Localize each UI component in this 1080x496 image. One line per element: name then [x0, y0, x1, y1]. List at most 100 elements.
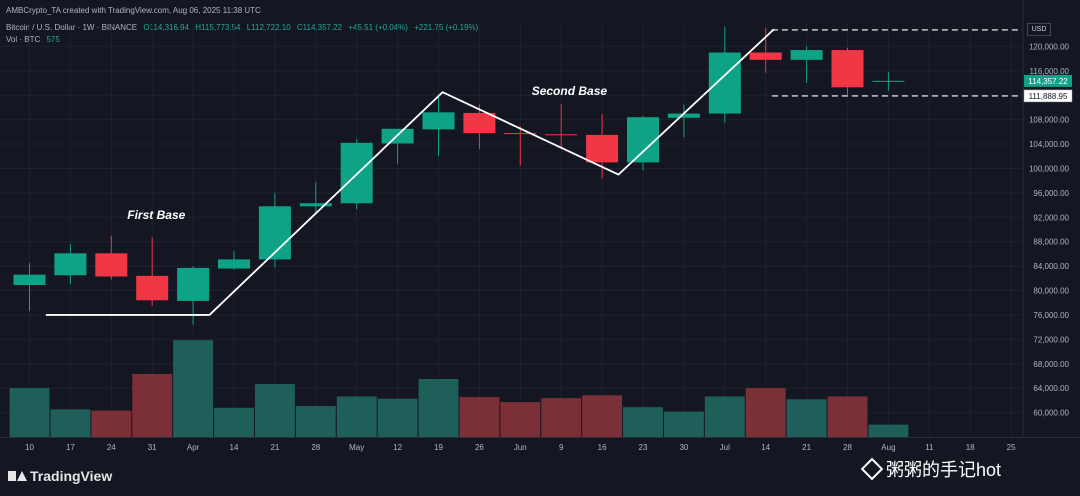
volume-bar [786, 399, 827, 437]
volume-bar [336, 396, 377, 437]
chart-credit: AMBCrypto_TA created with TradingView.co… [6, 6, 261, 15]
price-label-box [1024, 74, 1072, 87]
tradingview-logo: TradingView [8, 468, 112, 484]
candle [299, 181, 332, 213]
volume-bar [418, 378, 459, 437]
x-tick-label: 23 [639, 443, 648, 452]
watermark-text: 粥粥的手记hot [886, 460, 1002, 480]
tradingview-logo-text: TradingView [30, 468, 113, 484]
x-tick-label: 14 [230, 443, 239, 452]
candle [749, 28, 782, 73]
volume-bar [459, 397, 500, 437]
x-tick-label: 28 [843, 443, 852, 452]
ohlc-open: O114,316.94 [143, 23, 190, 32]
volume-bar [663, 411, 704, 437]
y-tick-label: 80,000.00 [1033, 287, 1069, 296]
volume-bar [91, 410, 132, 437]
x-tick-label: 18 [966, 443, 975, 452]
x-tick-label: 10 [25, 443, 34, 452]
candle-body [299, 203, 332, 207]
x-tick-label: 21 [802, 443, 811, 452]
candle-body [463, 112, 496, 134]
volume-bar [582, 395, 623, 437]
candle [258, 192, 291, 268]
x-tick-label: 11 [925, 443, 934, 452]
price-label-text: 114,357.22 [1028, 77, 1068, 86]
ohlc-high: H115,773.54 [195, 23, 241, 32]
x-tick-label: Jul [720, 443, 730, 452]
currency-button[interactable]: USD [1027, 23, 1051, 36]
x-tick-label: 17 [66, 443, 75, 452]
candle-body [504, 133, 537, 135]
candle-body [708, 52, 741, 114]
y-tick-label: 88,000.00 [1033, 238, 1069, 247]
price-label: 114,357.22 [1024, 74, 1072, 87]
candle-body [422, 112, 455, 130]
candle [463, 104, 496, 149]
candle-body [749, 52, 782, 60]
y-tick-label: 76,000.00 [1033, 311, 1069, 320]
x-tick-label: Apr [187, 443, 200, 452]
y-tick-label: 100,000.00 [1029, 164, 1070, 173]
candle-body [872, 80, 905, 82]
volume-bar [541, 398, 582, 437]
x-tick-label: May [349, 443, 364, 452]
volume-bar [868, 424, 909, 437]
volume-bar [214, 407, 254, 437]
candle [95, 235, 128, 280]
candle-body [218, 259, 250, 269]
y-tick-label: 116,000.00 [1030, 67, 1070, 76]
volume-bar [9, 388, 50, 437]
x-tick-label: 31 [148, 443, 157, 452]
candle [667, 104, 700, 138]
x-tick-label: 25 [1007, 443, 1016, 452]
volume-bar [295, 406, 336, 437]
volume-bar [704, 396, 745, 437]
x-tick-label: Jun [514, 443, 527, 452]
symbol-legend: Bitcoin / U.S. Dollar · 1W · BINANCE O11… [6, 23, 482, 32]
y-tick-label: 92,000.00 [1033, 213, 1069, 222]
candle-body [95, 253, 128, 277]
tradingview-logo-icon [8, 471, 27, 481]
volume-bar [500, 402, 541, 437]
y-tick-label: 108,000.00 [1029, 116, 1070, 125]
x-tick-label: 21 [270, 443, 279, 452]
candle-body [545, 134, 578, 136]
y-tick-label: 64,000.00 [1033, 384, 1069, 393]
volume-value: 575 [46, 35, 60, 44]
x-tick-label: 16 [598, 443, 607, 452]
y-tick-label: 68,000.00 [1033, 360, 1069, 369]
y-tick-label: 104,000.00 [1029, 140, 1070, 149]
candle [708, 26, 741, 123]
candle [54, 244, 87, 285]
candle [872, 72, 905, 91]
x-tick-label: 14 [761, 443, 770, 452]
price-label-box [1023, 89, 1073, 103]
volume-bar [377, 398, 418, 437]
y-tick-label: 96,000.00 [1033, 189, 1069, 198]
volume-label: Vol · BTC [6, 35, 41, 44]
candle-body [667, 113, 700, 118]
price-label-text: 111,888.95 [1029, 92, 1068, 101]
candle [545, 103, 578, 149]
x-tick-label: 9 [559, 443, 564, 452]
candle [218, 250, 250, 270]
candle [831, 47, 864, 95]
candle [504, 126, 537, 166]
volume-bar [745, 388, 786, 437]
candle-body [627, 117, 659, 163]
candle [790, 46, 823, 84]
candle [422, 95, 455, 157]
y-tick-label: 120,000.00 [1029, 42, 1070, 51]
symbol-name: Bitcoin / U.S. Dollar · 1W · BINANCE [6, 23, 138, 32]
annotation-label: Second Base [532, 84, 608, 98]
x-tick-label: 24 [107, 443, 116, 452]
watermark: 粥粥的手记hot [860, 456, 1002, 482]
candle-body [54, 253, 87, 276]
candle [13, 263, 46, 312]
x-tick-label: 12 [393, 443, 402, 452]
candle-body [13, 274, 46, 286]
volume-legend: Vol · BTC 575 [6, 35, 64, 44]
candle [627, 115, 659, 171]
